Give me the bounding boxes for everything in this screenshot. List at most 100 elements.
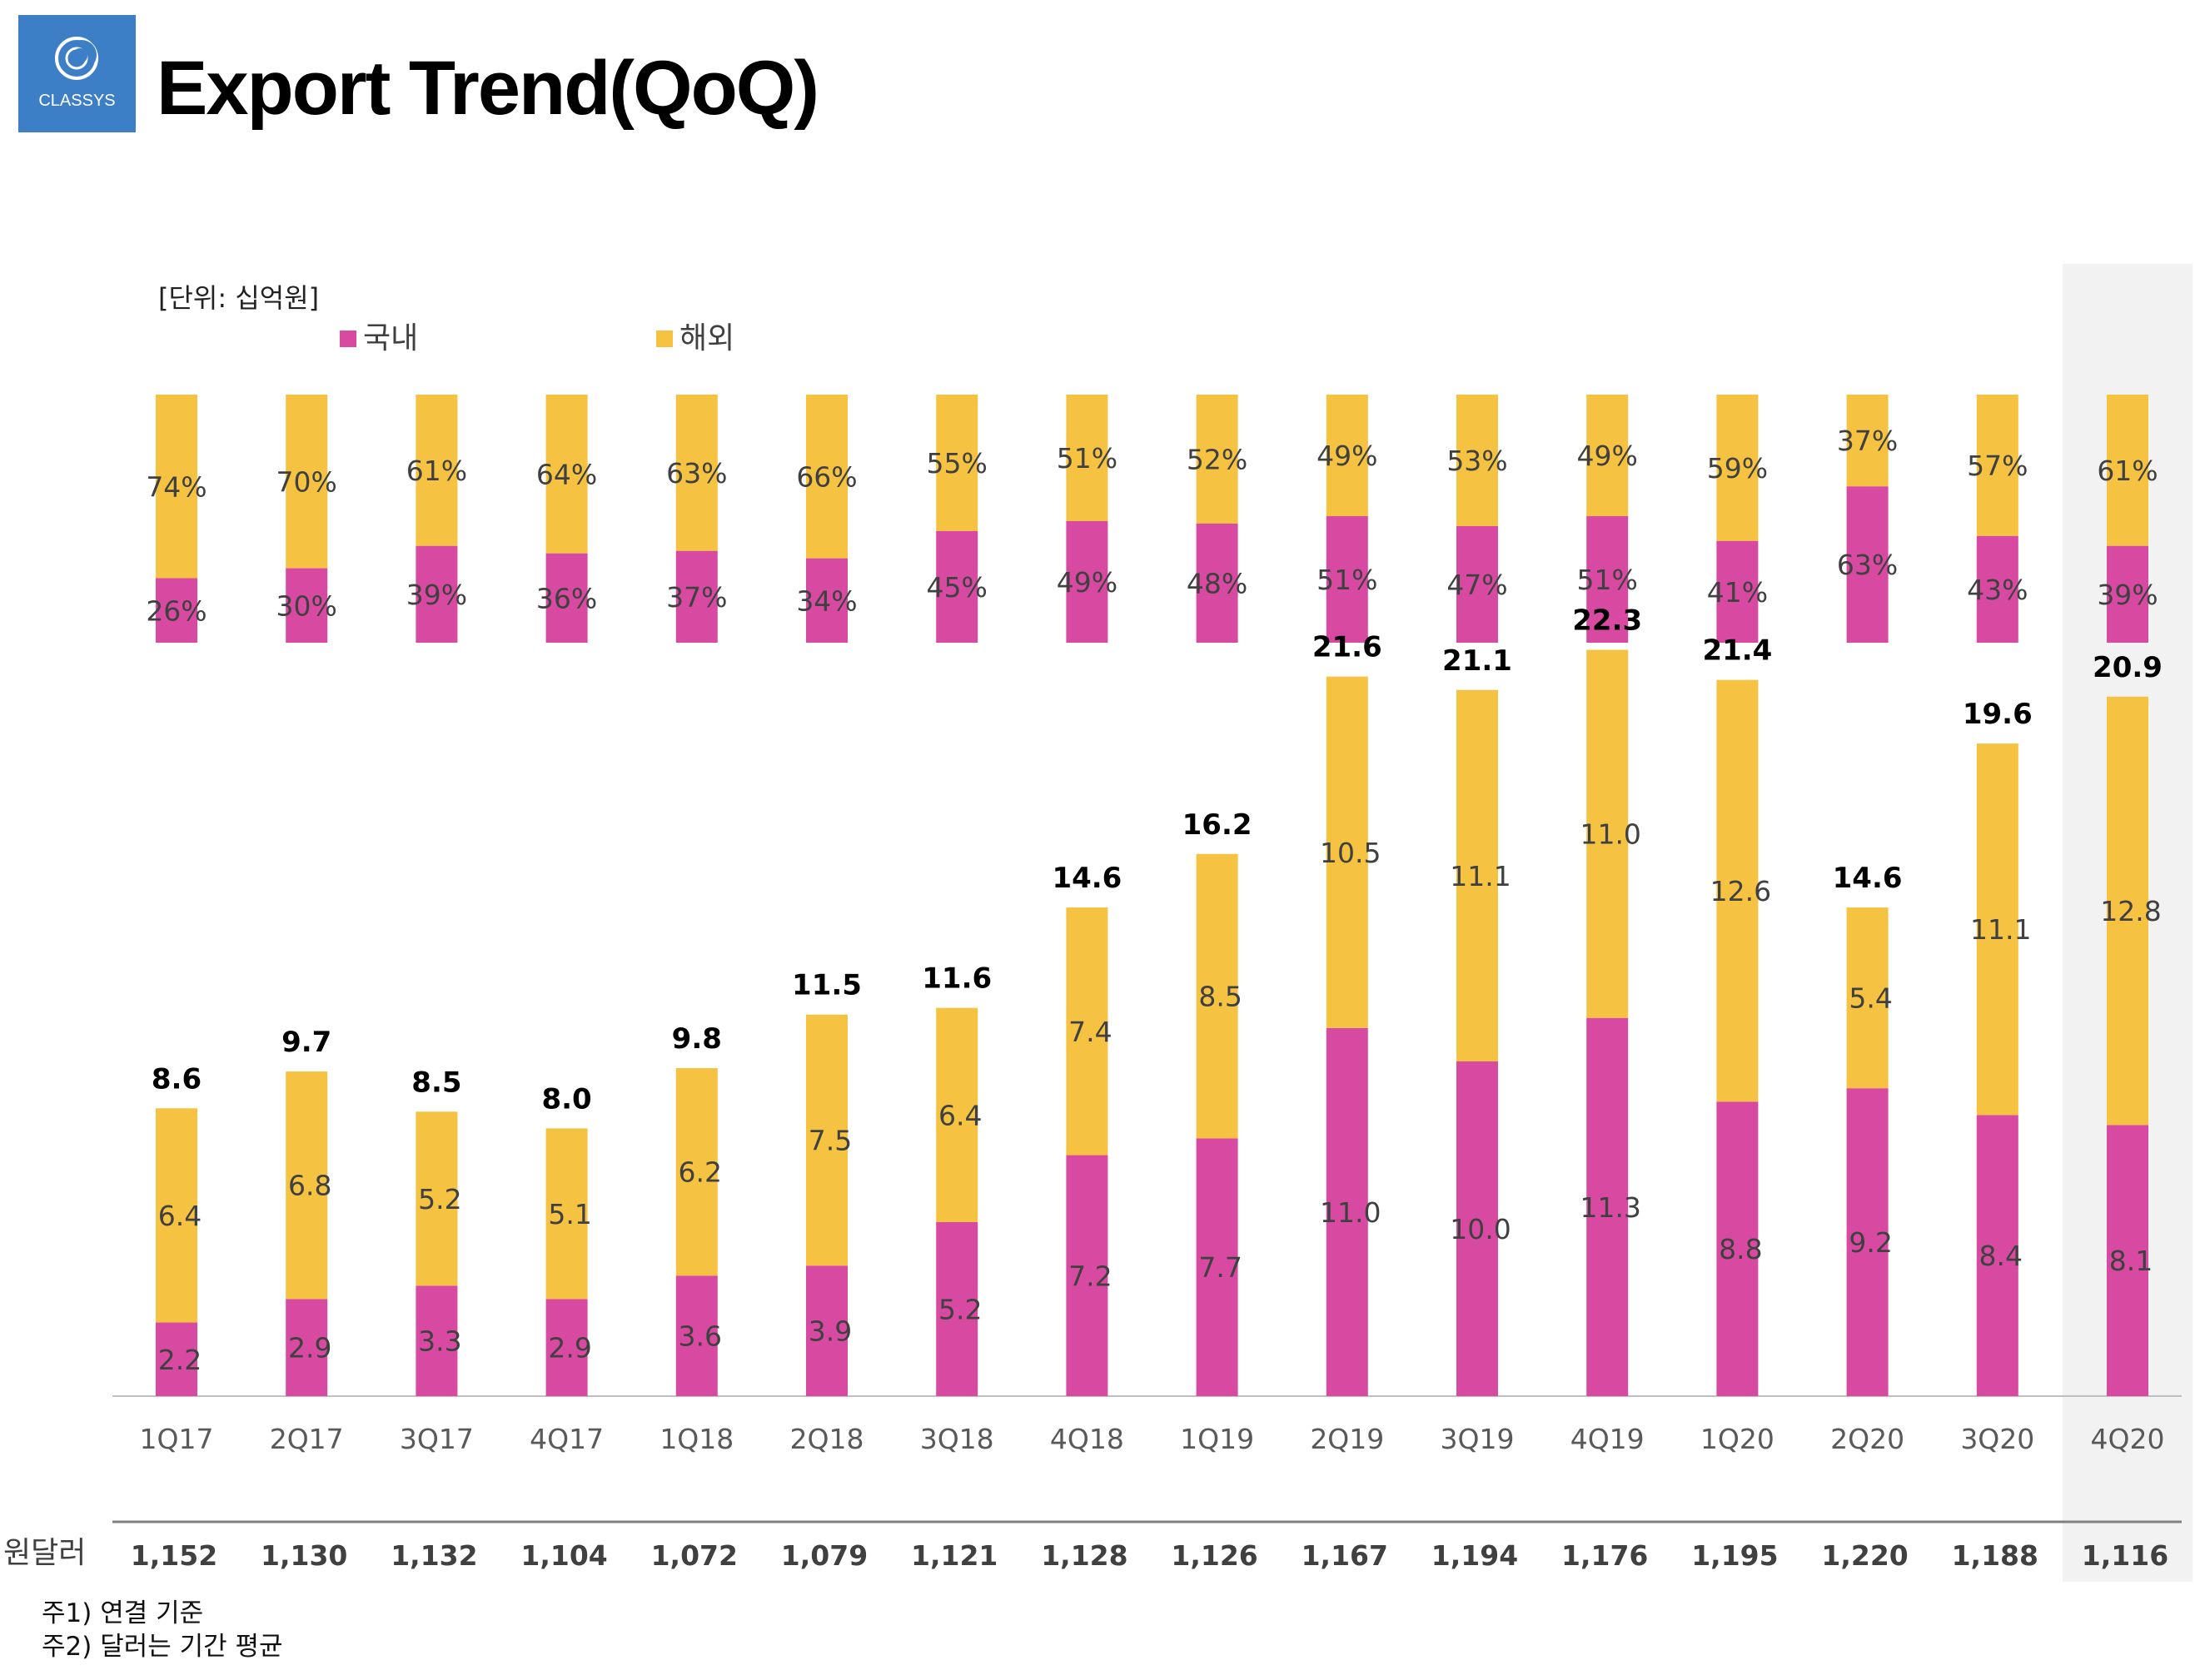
exchange-rate-value: 1,220 — [1821, 1539, 1908, 1572]
x-tick-label: 1Q17 — [140, 1423, 214, 1455]
share-bar-domestic — [1846, 486, 1889, 643]
share-label-overseas: 70% — [276, 465, 337, 498]
share-label-overseas: 55% — [927, 447, 988, 480]
share-bar-overseas — [1196, 395, 1238, 524]
share-bar-domestic — [1456, 525, 1498, 643]
share-label-domestic: 48% — [1187, 567, 1247, 599]
share-label-domestic: 37% — [666, 581, 727, 614]
x-tick-label: 4Q18 — [1050, 1423, 1124, 1455]
share-bar-overseas — [1586, 395, 1629, 517]
share-label-overseas: 64% — [536, 458, 597, 490]
page-title: Export Trend(QoQ) — [157, 46, 819, 131]
x-tick-label: 4Q19 — [1570, 1423, 1645, 1455]
share-bar-overseas — [1716, 395, 1759, 541]
bar-overseas — [675, 1068, 718, 1276]
bar-domestic — [2107, 1125, 2148, 1396]
share-bar-overseas — [286, 395, 328, 569]
value-label-overseas: 6.2 — [679, 1156, 722, 1189]
share-bar-domestic — [936, 530, 978, 643]
share-bar-domestic — [2107, 545, 2148, 643]
x-tick-label: 1Q19 — [1180, 1423, 1254, 1455]
bar-overseas — [286, 1071, 328, 1300]
share-label-domestic: 41% — [1707, 576, 1768, 609]
share-label-domestic: 39% — [406, 579, 467, 611]
exchange-rate-value: 1,195 — [1691, 1539, 1778, 1572]
share-bar-domestic — [416, 545, 458, 643]
x-tick-label: 2Q18 — [790, 1423, 864, 1455]
exchange-rate-value: 1,167 — [1302, 1539, 1388, 1572]
share-bar-overseas — [416, 395, 458, 546]
exchange-rate-value: 1,176 — [1561, 1539, 1648, 1572]
share-label-overseas: 59% — [1707, 452, 1768, 485]
bar-domestic — [1976, 1115, 2018, 1396]
share-label-overseas: 52% — [1187, 443, 1247, 475]
share-bar-overseas — [1066, 395, 1108, 521]
x-tick-label: 3Q20 — [1960, 1423, 2034, 1455]
value-label-domestic: 11.3 — [1580, 1191, 1640, 1224]
share-bar-domestic — [1196, 523, 1238, 643]
exchange-rate-value: 1,132 — [391, 1539, 477, 1572]
bar-overseas — [1716, 679, 1759, 1102]
exchange-rate-value: 1,104 — [520, 1539, 607, 1572]
company-logo: CLASSYS — [18, 15, 136, 132]
share-bar-overseas — [545, 395, 588, 554]
total-label: 9.7 — [281, 1026, 331, 1059]
bar-overseas — [1976, 743, 2018, 1116]
share-label-overseas: 66% — [796, 460, 857, 493]
total-label: 22.3 — [1572, 604, 1642, 638]
bar-domestic — [1326, 1027, 1368, 1396]
footnotes: 주1) 연결 기준 주2) 달러는 기간 평균 — [42, 1597, 283, 1663]
total-label: 8.0 — [541, 1082, 591, 1116]
value-label-domestic: 2.2 — [158, 1344, 202, 1376]
share-label-overseas: 61% — [2097, 455, 2158, 487]
value-label-overseas: 5.2 — [418, 1183, 461, 1215]
exchange-rate-value: 1,072 — [651, 1539, 738, 1572]
bar-overseas — [156, 1108, 197, 1323]
share-bar-domestic — [1976, 535, 2018, 643]
x-tick-label: 3Q17 — [400, 1423, 474, 1455]
share-label-domestic: 51% — [1577, 564, 1638, 596]
share-label-overseas: 51% — [1057, 442, 1117, 475]
total-label: 8.5 — [411, 1066, 461, 1099]
bar-overseas — [936, 1007, 978, 1222]
value-label-domestic: 5.2 — [938, 1293, 982, 1325]
x-tick-label: 2Q20 — [1830, 1423, 1904, 1455]
total-label: 11.6 — [922, 962, 992, 996]
share-label-domestic: 45% — [927, 571, 988, 604]
share-label-domestic: 36% — [536, 582, 597, 614]
share-bar-overseas — [156, 395, 197, 579]
bar-domestic — [156, 1322, 197, 1396]
share-label-domestic: 49% — [1057, 566, 1117, 599]
legend-label-domestic: 국내 — [363, 321, 418, 355]
x-tick-label: 2Q17 — [270, 1423, 344, 1455]
x-tick-label: 3Q19 — [1441, 1423, 1515, 1455]
bar-domestic — [806, 1265, 848, 1396]
share-bar-domestic — [545, 553, 588, 643]
bar-domestic — [675, 1275, 718, 1396]
share-bar-domestic — [1066, 520, 1108, 643]
bar-domestic — [1846, 1088, 1889, 1396]
value-label-overseas: 11.1 — [1450, 860, 1511, 892]
share-label-domestic: 51% — [1317, 564, 1377, 596]
share-label-overseas: 53% — [1446, 445, 1507, 477]
bar-overseas — [545, 1128, 588, 1300]
bar-overseas — [1196, 853, 1238, 1139]
bar-overseas — [416, 1111, 458, 1286]
x-tick-label: 1Q18 — [659, 1423, 734, 1455]
total-label: 9.8 — [672, 1022, 722, 1056]
exchange-rate-value: 1,188 — [1952, 1539, 2038, 1572]
value-label-domestic: 3.9 — [809, 1315, 852, 1348]
bar-overseas — [1066, 907, 1108, 1156]
share-bar-domestic — [156, 578, 197, 643]
footnote-1: 주1) 연결 기준 — [42, 1598, 204, 1628]
share-bar-domestic — [1586, 516, 1629, 643]
share-bar-domestic — [675, 550, 718, 643]
bar-overseas — [1326, 676, 1368, 1028]
bar-overseas — [1586, 649, 1629, 1018]
value-label-domestic: 8.1 — [2109, 1245, 2153, 1277]
x-tick-label: 2Q19 — [1310, 1423, 1384, 1455]
total-label: 19.6 — [1963, 698, 2033, 731]
share-label-overseas: 57% — [1967, 450, 2028, 482]
total-label: 21.6 — [1312, 631, 1382, 664]
share-label-domestic: 43% — [1967, 574, 2028, 606]
